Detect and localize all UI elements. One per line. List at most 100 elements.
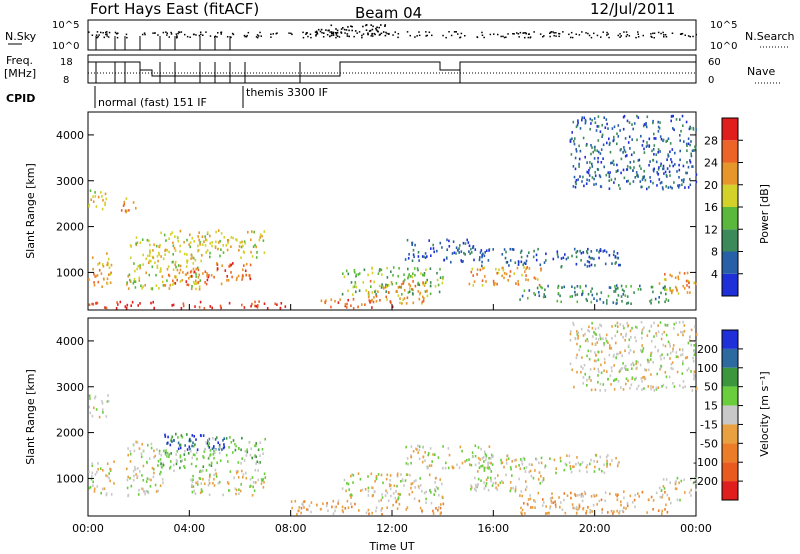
noise-sample [306, 32, 308, 34]
power-echo-cell [596, 299, 598, 302]
velocity-echo-cell [679, 498, 681, 502]
velocity-echo-cell [469, 463, 471, 466]
power-echo-cell [91, 302, 93, 306]
power-echo-cell [652, 181, 654, 185]
power-echo-cell [229, 264, 231, 267]
noise-sample [115, 32, 118, 35]
velocity-echo-cell [384, 494, 387, 497]
velocity-echo-cell [540, 456, 543, 460]
velocity-echo-cell [264, 476, 267, 479]
velocity-echo-cell [596, 460, 599, 463]
power-echo-cell [588, 179, 591, 182]
velocity-echo-cell [566, 494, 569, 497]
power-echo-cell [152, 256, 155, 260]
velocity-echo-cell [584, 372, 586, 376]
power-echo-cell [663, 278, 666, 281]
power-echo-cell [108, 266, 111, 269]
velocity-echo-cell [152, 475, 155, 479]
power-echo-cell [198, 273, 200, 277]
velocity-echo-cell [440, 503, 442, 506]
power-echo-cell [559, 294, 561, 298]
velocity-echo-cell [490, 479, 492, 483]
power-echo-cell [423, 272, 426, 275]
power-echo-cell [365, 289, 367, 292]
power-echo-cell [670, 291, 673, 295]
power-echo-cell [436, 278, 439, 282]
velocity-echo-cell [593, 459, 595, 463]
power-echo-cell [662, 167, 664, 171]
power-echo-cell [408, 290, 411, 293]
power-echo-cell [377, 290, 379, 293]
velocity-echo-cell [433, 493, 435, 496]
velocity-echo-cell [682, 386, 684, 389]
power-echo-cell [206, 274, 208, 278]
velocity-echo-cell [692, 356, 694, 360]
power-echo-cell [560, 300, 562, 304]
velocity-echo-cell [382, 481, 384, 485]
power-echo-cell [149, 249, 151, 252]
noise-sample [460, 32, 463, 35]
velocity-echo-cell [593, 470, 596, 473]
power-echo-cell [374, 290, 376, 293]
power-echo-cell [667, 154, 670, 158]
velocity-echo-cell [538, 461, 540, 465]
power-echo-cell [220, 248, 222, 251]
power-echo-cell [675, 118, 678, 121]
power-echo-cell [620, 157, 623, 161]
velocity-echo-cell [218, 443, 221, 447]
power-echo-cell [646, 115, 649, 119]
velocity-echo-cell [624, 365, 627, 368]
noise-sample [353, 35, 355, 38]
velocity-echo-cell [590, 388, 593, 392]
power-echo-cell [88, 205, 90, 208]
velocity-echo-cell [650, 354, 652, 357]
velocity-echo-cell [130, 484, 133, 488]
velocity-echo-cell [574, 493, 576, 496]
velocity-echo-cell [487, 476, 489, 479]
power-echo-cell [569, 140, 572, 143]
power-echo-cell [153, 306, 155, 310]
power-echo-cell [602, 250, 605, 253]
velocity-echo-cell [626, 368, 629, 371]
noise-sample [105, 31, 107, 34]
velocity-echo-cell [577, 331, 580, 334]
power-echo-cell [207, 275, 210, 279]
velocity-echo-cell [127, 453, 129, 457]
power-echo-cell [581, 116, 583, 119]
noise-sample [380, 32, 383, 35]
velocity-echo-cell [487, 463, 489, 467]
velocity-echo-cell [590, 349, 592, 353]
velocity-echo-cell [591, 321, 593, 325]
power-echo-cell [483, 254, 486, 258]
velocity-echo-cell [408, 493, 411, 496]
velocity-echo-cell [592, 503, 595, 507]
power-echo-cell [197, 244, 199, 248]
power-echo-cell [624, 294, 627, 297]
power-echo-cell [426, 255, 428, 258]
power-echo-cell [459, 244, 461, 247]
velocity-echo-cell [129, 452, 132, 456]
power-echo-cell [191, 236, 194, 240]
velocity-echo-cell [249, 453, 252, 457]
noise-sample [571, 36, 574, 39]
power-echo-cell [222, 244, 224, 247]
power-echo-cell [630, 285, 632, 288]
power-echo-cell [573, 247, 576, 251]
noise-sample [455, 31, 457, 33]
power-echo-cell [195, 279, 197, 283]
velocity-echo-cell [106, 462, 109, 465]
power-echo-cell [347, 298, 349, 302]
power-echo-cell [379, 268, 381, 271]
power-echo-cell [462, 260, 464, 263]
power-echo-cell [501, 274, 503, 278]
power-echo-cell [613, 290, 615, 293]
power-echo-cell [669, 142, 672, 145]
noise-sample [95, 34, 98, 36]
noise-sample [347, 26, 349, 28]
velocity-echo-cell [395, 500, 397, 504]
noise-sample [367, 32, 369, 34]
velocity-echo-cell [392, 492, 395, 495]
velocity-echo-cell [195, 481, 197, 485]
power-echo-cell [429, 281, 432, 284]
